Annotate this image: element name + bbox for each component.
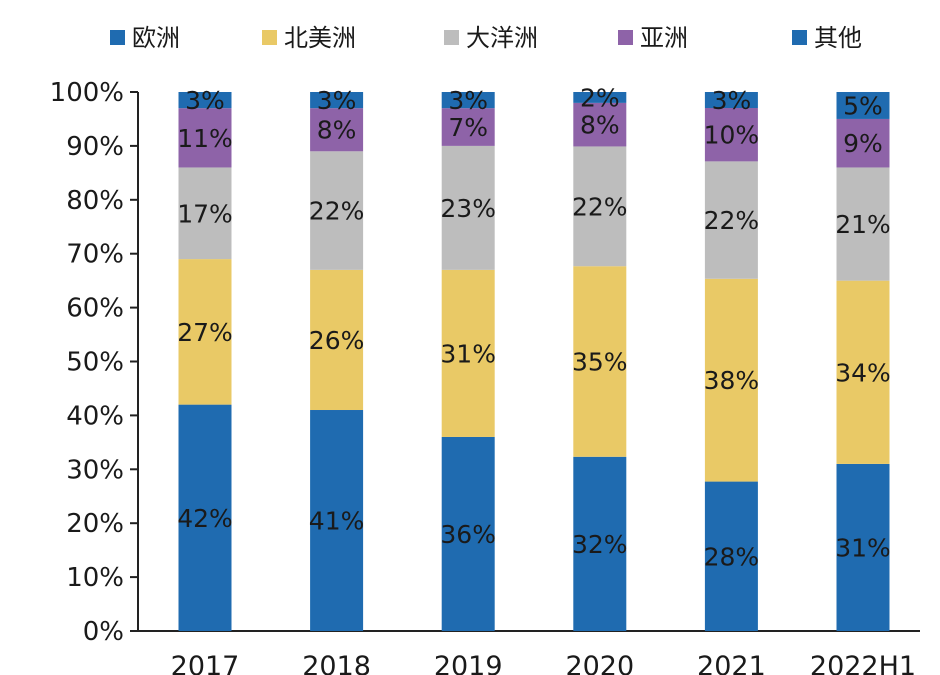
y-tick-label: 0% [83, 617, 124, 647]
data-label: 9% [843, 129, 883, 158]
x-tick-label: 2019 [434, 651, 503, 675]
legend-swatch [444, 30, 459, 45]
y-tick-label: 90% [66, 132, 124, 162]
data-labels: 42%27%17%11%3%41%26%22%8%3%36%31%23%7%3%… [177, 83, 891, 571]
legend-item: 欧洲 [110, 24, 180, 52]
data-label: 22% [309, 197, 365, 226]
bar-segment [310, 269, 364, 411]
data-label: 3% [448, 86, 488, 115]
bar-segment [441, 269, 495, 437]
x-tick-label: 2022H1 [810, 651, 916, 675]
bar-segment [704, 92, 758, 109]
data-label: 35% [572, 348, 628, 377]
bar-segment [310, 108, 364, 152]
bar-segment [178, 108, 232, 168]
legend-swatch [792, 30, 807, 45]
bar-segment [178, 259, 232, 405]
legend-label: 大洋洲 [466, 24, 538, 52]
data-label: 22% [572, 192, 628, 221]
legend-label: 北美洲 [284, 24, 356, 52]
data-label: 32% [572, 530, 628, 559]
data-label: 10% [704, 121, 760, 150]
data-label: 36% [440, 520, 496, 549]
legend-label: 亚洲 [640, 24, 688, 52]
data-label: 27% [177, 318, 233, 347]
legend-label: 欧洲 [132, 24, 180, 52]
bar-segment [704, 278, 758, 482]
y-tick-label: 80% [66, 186, 124, 216]
data-label: 28% [704, 542, 760, 571]
bar-segment [836, 118, 890, 168]
y-tick-label: 40% [66, 401, 124, 431]
bar-segment [441, 145, 495, 270]
bar-segment [441, 92, 495, 109]
y-tick-label: 30% [66, 455, 124, 485]
y-tick-label: 10% [66, 563, 124, 593]
bar-segment [441, 108, 495, 146]
bar-segment [178, 404, 232, 631]
bar-segment [441, 436, 495, 631]
y-tick-label: 50% [66, 348, 124, 378]
bar-segment [573, 102, 627, 147]
y-tick-label: 60% [66, 294, 124, 324]
data-label: 31% [835, 533, 891, 562]
legend-item: 北美洲 [262, 24, 356, 52]
x-tick-label: 2017 [171, 651, 240, 675]
legend-item: 亚洲 [618, 24, 688, 52]
bar-segment [704, 108, 758, 162]
y-axis: 0% 10% 20% 30% 40% 50% 60% 70% 80% 90% 100% [50, 78, 139, 647]
data-label: 26% [309, 326, 365, 355]
bar-segment [573, 146, 627, 267]
bar-segment [573, 266, 627, 457]
data-label: 42% [177, 504, 233, 533]
y-tick-label: 20% [66, 509, 124, 539]
bar-segment [836, 92, 890, 119]
data-label: 22% [704, 206, 760, 235]
bar-segment [573, 456, 627, 631]
data-label: 3% [712, 86, 752, 115]
bar-segment [310, 410, 364, 631]
bar-segment [573, 92, 627, 103]
data-label: 31% [440, 339, 496, 368]
data-label: 21% [835, 210, 891, 239]
y-tick-label: 100% [50, 78, 124, 108]
data-label: 38% [704, 366, 760, 395]
legend-label: 其他 [814, 24, 862, 52]
data-label: 3% [317, 86, 357, 115]
x-tick-label: 2020 [565, 651, 634, 675]
legend-swatch [262, 30, 277, 45]
x-tick-label: 2021 [697, 651, 766, 675]
data-label: 41% [309, 507, 365, 536]
bar-segment [310, 92, 364, 109]
bar-segment [836, 167, 890, 281]
bar-segment [178, 92, 232, 109]
legend-item: 其他 [792, 24, 862, 52]
x-tick-label: 2018 [302, 651, 371, 675]
bar-segment [310, 151, 364, 270]
legend-swatch [110, 30, 125, 45]
data-label: 8% [317, 116, 357, 145]
bar-segment [836, 463, 890, 631]
data-label: 5% [843, 91, 883, 120]
legend-item: 大洋洲 [444, 24, 538, 52]
y-tick-label: 70% [66, 240, 124, 270]
bars [178, 92, 890, 631]
data-label: 7% [448, 113, 488, 142]
bar-segment [178, 167, 232, 260]
data-label: 3% [185, 86, 225, 115]
bar-segment [704, 161, 758, 279]
data-label: 8% [580, 111, 620, 140]
bar-segment [704, 481, 758, 631]
data-label: 34% [835, 358, 891, 387]
data-label: 2% [580, 83, 620, 112]
legend-swatch [618, 30, 633, 45]
bar-segment [836, 280, 890, 464]
x-axis: 2017 2018 2019 2020 2021 2022H1 [138, 630, 920, 675]
data-label: 11% [177, 124, 233, 153]
data-label: 17% [177, 199, 233, 228]
legend: 欧洲 北美洲 大洋洲 亚洲 其他 [110, 24, 862, 52]
data-label: 23% [440, 194, 496, 223]
